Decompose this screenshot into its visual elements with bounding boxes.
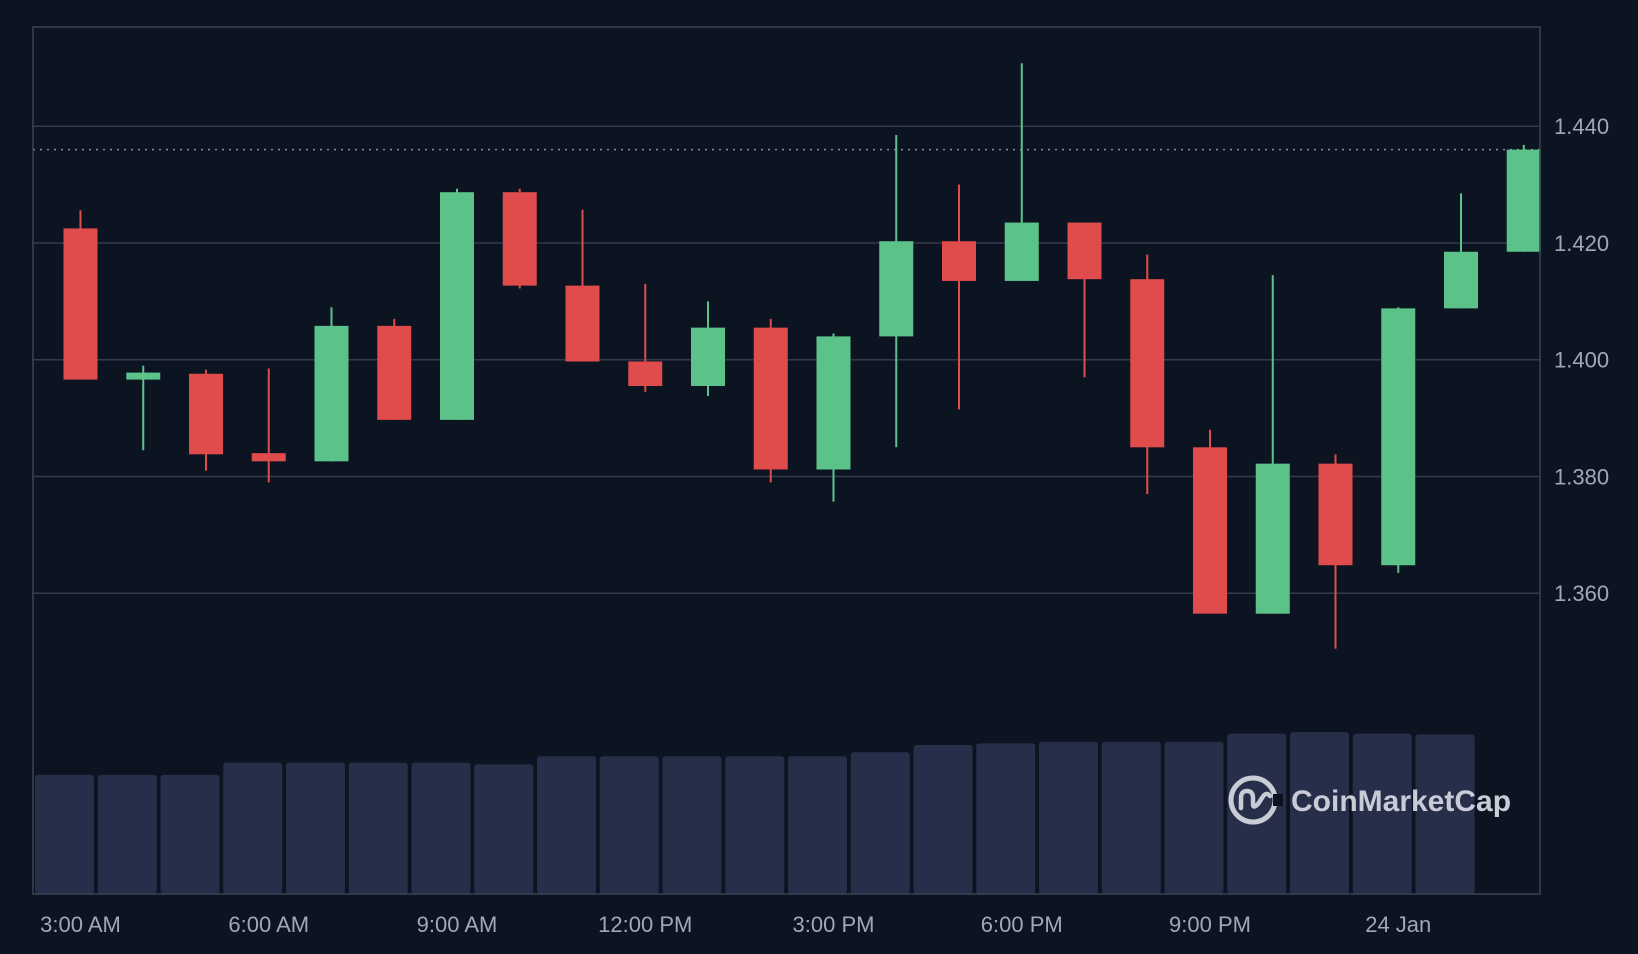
candle-body-up (691, 327, 725, 387)
candle-body-down (189, 373, 223, 455)
y-tick-label: 1.380 (1554, 464, 1609, 489)
volume-bar (1039, 741, 1098, 894)
volume-bar (35, 774, 94, 894)
volume-bar (1352, 733, 1412, 894)
x-tick-label: 24 Jan (1365, 912, 1431, 937)
plot-frame (32, 26, 1541, 895)
candle-body-up (1255, 463, 1290, 614)
volume-bar (160, 774, 220, 894)
y-axis-ticks: 1.360 1.380 1.400 1.420 1.440 (1554, 114, 1609, 606)
candle (1067, 222, 1102, 378)
candle (753, 318, 788, 483)
x-tick-label: 3:00 AM (40, 912, 121, 937)
candle-body-up (1444, 251, 1478, 309)
candle-body-up (1004, 222, 1039, 281)
volume-bar (850, 752, 910, 894)
candle-body-down (1318, 463, 1353, 566)
volume-bars (35, 732, 1475, 894)
plot-border (32, 26, 1541, 895)
volume-bar (725, 756, 785, 894)
candle-body-down (565, 285, 600, 362)
coinmarketcap-watermark: CoinMarketCap (1228, 775, 1511, 825)
volume-bar (1290, 732, 1349, 894)
candle-body-down (1193, 447, 1227, 614)
candle (879, 134, 914, 448)
volume-bar (976, 743, 1036, 894)
volume-bar (1415, 734, 1475, 894)
candle-body-down (251, 453, 286, 462)
candle (1444, 193, 1478, 309)
candle-body-down (753, 327, 788, 470)
candle-body-down (942, 241, 976, 281)
x-tick-label: 3:00 PM (793, 912, 875, 937)
candle (377, 318, 412, 420)
candle (628, 283, 663, 392)
candle (942, 184, 976, 410)
x-tick-label: 9:00 PM (1169, 912, 1251, 937)
candle (816, 333, 851, 502)
candle-body-up (1381, 308, 1416, 566)
volume-bar (599, 756, 659, 894)
volume-bar (913, 744, 973, 894)
candle-body-down (628, 361, 663, 387)
y-tick-label: 1.360 (1554, 581, 1609, 606)
candle-body-down (63, 228, 98, 380)
volume-bar (662, 756, 722, 894)
candle (1506, 144, 1541, 252)
candle-body-up (314, 325, 349, 462)
candle-body-down (502, 192, 537, 286)
candle-body-down (1130, 279, 1165, 448)
candle (502, 188, 537, 289)
x-axis-ticks: 3:00 AM 6:00 AM 9:00 AM 12:00 PM 3:00 PM 6:00… (40, 912, 1431, 937)
volume-bar (1101, 741, 1161, 894)
candle (440, 188, 474, 420)
candle (1318, 454, 1353, 649)
candle (314, 307, 349, 462)
candle (1004, 63, 1039, 281)
volume-bar (788, 756, 847, 894)
candle (565, 209, 600, 362)
volume-bar (1164, 741, 1224, 894)
candle-body-up (126, 372, 161, 380)
candle (63, 210, 98, 380)
candle (1381, 307, 1416, 573)
candle (1255, 275, 1290, 614)
volume-bar (348, 762, 408, 894)
volume-bar (286, 762, 345, 894)
x-tick-label: 9:00 AM (417, 912, 498, 937)
candle-body-up (816, 336, 851, 470)
candle (126, 365, 161, 451)
candle (1130, 254, 1165, 495)
x-tick-label: 12:00 PM (598, 912, 692, 937)
coinmarketcap-logo-icon (1228, 775, 1283, 825)
y-tick-label: 1.400 (1554, 348, 1609, 373)
candle (1193, 429, 1227, 614)
candle-body-up (1506, 149, 1541, 252)
volume-bar (97, 774, 157, 894)
candle-body-down (1067, 222, 1102, 280)
x-tick-label: 6:00 PM (981, 912, 1063, 937)
y-tick-label: 1.420 (1554, 231, 1609, 256)
volume-bar (474, 764, 534, 894)
candle (189, 369, 223, 471)
y-tick-label: 1.440 (1554, 114, 1609, 139)
volume-bar (537, 756, 596, 894)
candle-body-up (879, 241, 914, 337)
watermark-text: CoinMarketCap (1291, 785, 1511, 818)
candle (691, 301, 725, 396)
volume-bar (1227, 733, 1287, 894)
candle-body-down (377, 325, 412, 420)
candlesticks (63, 63, 1541, 649)
volume-bar (411, 762, 471, 894)
x-tick-label: 6:00 AM (228, 912, 309, 937)
volume-bar (223, 762, 283, 894)
candle-body-up (440, 192, 474, 420)
candle (251, 368, 286, 483)
